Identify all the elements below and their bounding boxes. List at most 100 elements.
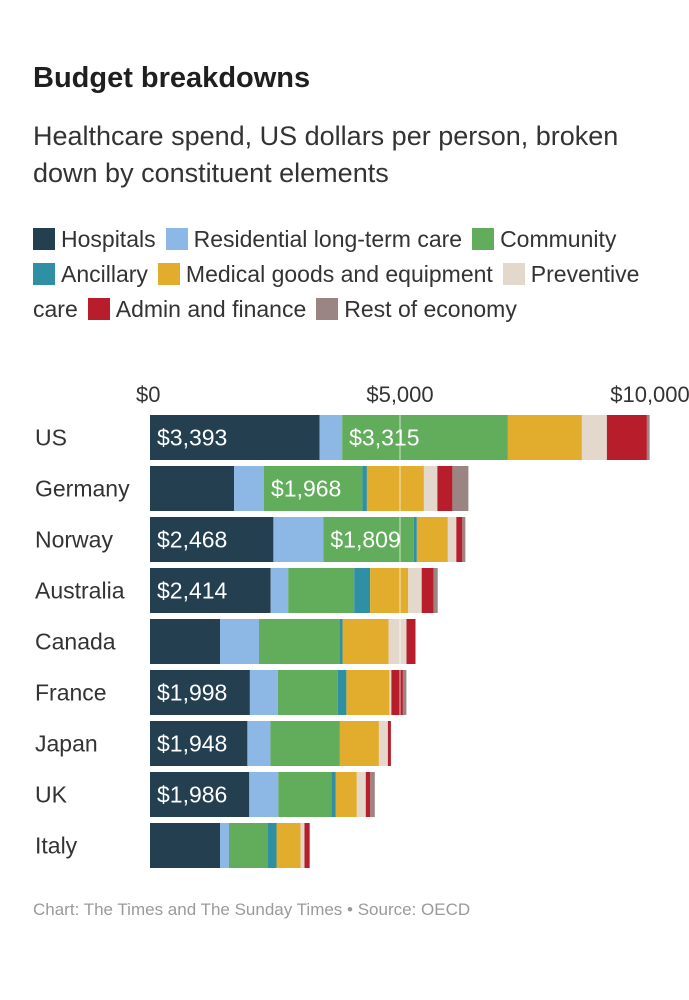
bar-segment [581,415,607,460]
bar-segment [278,772,332,817]
bar-segment [331,772,336,817]
legend-item: Medical goods and equipment [157,261,493,287]
bar-segment [276,823,301,868]
data-label: $1,998 [157,680,227,706]
legend-label: Rest of economy [344,296,517,322]
bar-segment [337,670,347,715]
bar-segment [646,415,650,460]
x-tick-label: $10,000 [610,382,689,407]
bar-segment [378,721,388,766]
bar-segment [342,619,389,664]
legend-swatch [33,228,55,250]
bar-segment [408,568,422,613]
category-label: Italy [35,833,78,859]
category-label: Canada [35,629,116,655]
legend-swatch [87,298,110,320]
bar-segment [323,517,414,562]
bar-segment [346,670,390,715]
legend-item: Ancillary [33,261,148,287]
chart-title: Budget breakdowns [33,62,311,94]
legend-label: Residential long-term care [193,226,463,252]
data-label: $2,468 [157,527,227,553]
bar-segment [247,721,271,766]
bar-segment [309,823,310,868]
legend-item: Preventive care [33,261,639,322]
bar-segment [264,466,363,511]
bar-segment [606,415,647,460]
bar-segment [339,721,379,766]
bar-segment [456,517,463,562]
bar-segment [437,466,453,511]
bar-segment [366,466,424,511]
legend-swatch [316,298,339,320]
bar-segment [402,670,407,715]
legend: Hospitals Residential long-term care Commu… [33,222,653,327]
bar-segment [362,466,367,511]
category-label: Australia [35,578,125,604]
category-label: Germany [35,476,130,502]
data-label: $1,948 [157,731,227,757]
x-tick-label: $0 [136,382,160,407]
bar-segment [356,772,366,817]
category-label: France [35,680,107,706]
bar-segment [150,415,320,460]
stacked-bar-chart: $0 $5,000 $10,000 US Germany Norway Australia C… [35,382,689,874]
legend-item: Community [472,226,616,252]
bar-segment [150,772,250,817]
bar-segment [452,466,469,511]
bar-segment [354,568,371,613]
legend-swatch [165,228,188,250]
bar-segment [277,670,338,715]
bar-segment [150,721,248,766]
category-label: Japan [35,731,98,757]
legend-label: Admin and finance [115,296,307,322]
bar-segment [433,568,438,613]
bar-segment [220,823,229,868]
legend-swatch [472,228,495,250]
legend-label: Hospitals [61,226,156,252]
bar-segment [259,619,340,664]
legend-item: Residential long-term care [165,226,463,252]
bar-segment [370,772,375,817]
bar-segment [342,415,508,460]
bar-segment [273,517,324,562]
legend-swatch [33,263,55,285]
bar-segment [150,670,250,715]
legend-item: Rest of economy [316,296,517,322]
bar-segment [150,823,220,868]
bar-segment [150,517,274,562]
bar-segment [150,466,234,511]
legend-item: Admin and finance [87,296,307,322]
data-label: $2,414 [157,578,228,604]
data-label: $3,315 [349,425,419,451]
bar-segment [387,721,391,766]
bar-segment [388,619,407,664]
chart-subtitle: Healthcare spend, US dollars per person,… [33,121,619,188]
bar-segment [268,823,277,868]
category-label: Norway [35,527,113,553]
bar-segment [150,619,220,664]
x-tick-label: $5,000 [366,382,433,407]
bar-segment [288,568,355,613]
bar-segment [249,670,278,715]
bar-segment [220,619,259,664]
bar-segment [447,517,457,562]
legend-item: Hospitals [33,226,156,252]
bar-segment [462,517,466,562]
bar-segment [406,619,416,664]
bar-segment [234,466,264,511]
legend-label: Preventive care [33,261,640,322]
bar-segment [249,772,279,817]
bar-segment [421,568,434,613]
legend-label: Community [500,226,617,252]
bar-segment [370,568,409,613]
chart-footer: Chart: The Times and The Sunday Times • … [33,900,471,919]
legend-swatch [502,263,525,285]
bar-segment [335,772,357,817]
legend-swatch [157,263,180,285]
bar-segment [270,721,340,766]
bar-segment [150,568,271,613]
category-label: US [35,425,67,451]
bar-segment [416,517,448,562]
legend-label: Ancillary [61,261,148,287]
